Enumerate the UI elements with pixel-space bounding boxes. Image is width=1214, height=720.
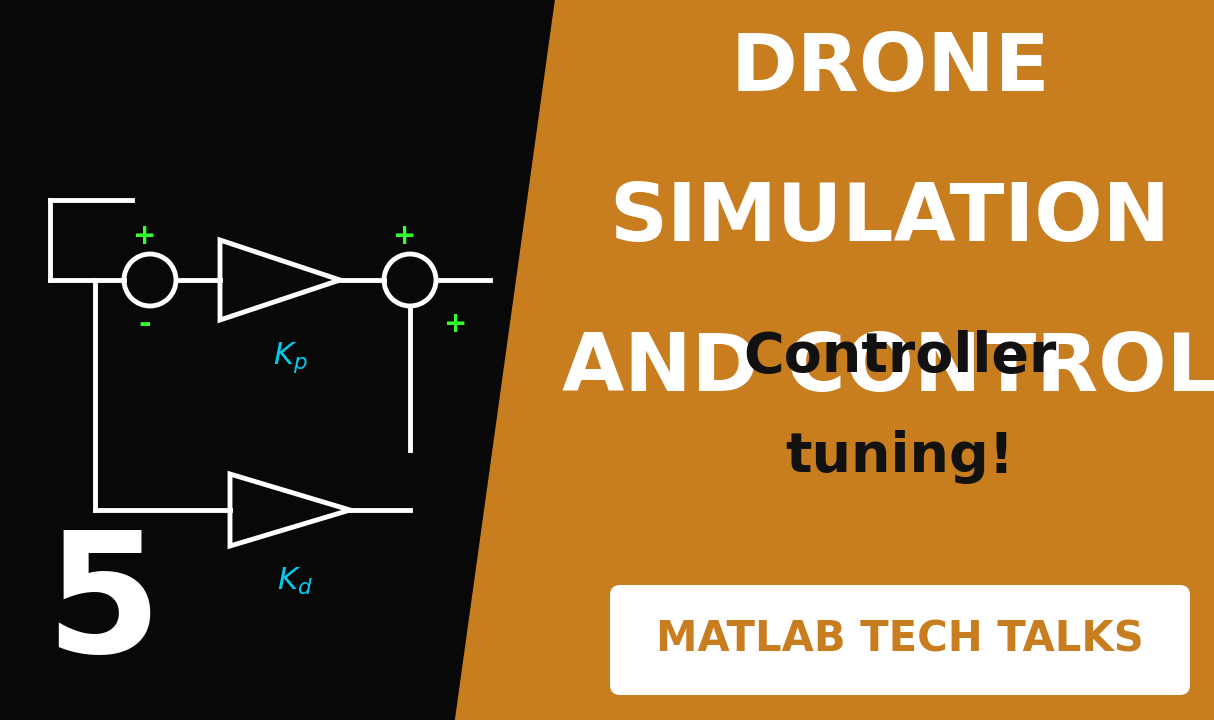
Polygon shape: [455, 0, 1214, 720]
Text: AND CONTROL: AND CONTROL: [562, 330, 1214, 408]
Text: -: -: [138, 310, 152, 338]
Text: +: +: [444, 310, 467, 338]
Text: Controller: Controller: [743, 330, 1056, 384]
Text: SIMULATION: SIMULATION: [609, 180, 1170, 258]
Text: $K_d$: $K_d$: [277, 566, 313, 597]
FancyBboxPatch shape: [609, 585, 1190, 695]
Text: +: +: [393, 222, 416, 250]
Text: $K_p$: $K_p$: [273, 340, 307, 375]
Text: 5: 5: [45, 525, 161, 688]
Text: MATLAB TECH TALKS: MATLAB TECH TALKS: [656, 619, 1144, 661]
Text: DRONE: DRONE: [730, 30, 1050, 108]
Text: tuning!: tuning!: [785, 430, 1015, 484]
Text: +: +: [134, 222, 157, 250]
